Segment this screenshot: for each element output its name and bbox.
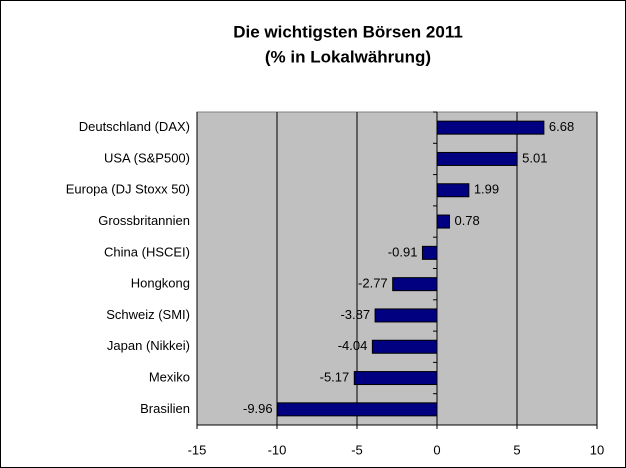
y-tick-label: Schweiz (SMI) [106, 307, 190, 322]
data-label: 0.78 [454, 213, 479, 228]
data-label: -5.17 [320, 369, 350, 384]
data-label: -4.04 [338, 338, 368, 353]
data-label: -9.96 [243, 401, 273, 416]
bar [374, 308, 438, 323]
y-tick-label: Grossbritannien [98, 213, 190, 228]
bar [436, 120, 545, 135]
bar [371, 339, 438, 354]
y-tick-label: China (HSCEI) [104, 244, 190, 259]
data-label: 1.99 [474, 182, 499, 197]
bar [277, 402, 438, 417]
data-label: -0.91 [388, 244, 418, 259]
data-label: -2.77 [358, 276, 388, 291]
x-tick-label: -15 [188, 442, 207, 457]
x-tick-label: -10 [268, 442, 287, 457]
chart-subtitle: (% in Lokalwährung) [265, 47, 431, 66]
y-tick-label: Deutschland (DAX) [79, 119, 190, 134]
y-tick-label: Hongkong [131, 276, 190, 291]
bar [436, 151, 518, 166]
data-label: -3.87 [340, 307, 370, 322]
x-tick-label: 0 [433, 442, 440, 457]
bar [421, 245, 438, 260]
bar [353, 371, 438, 386]
bar [436, 214, 450, 229]
data-label: 6.68 [549, 119, 574, 134]
data-label: 5.01 [522, 150, 547, 165]
x-tick-label: 5 [513, 442, 520, 457]
bar [436, 183, 470, 198]
y-tick-label: Europa (DJ Stoxx 50) [66, 182, 190, 197]
chart-title: Die wichtigsten Börsen 2011 [233, 22, 463, 41]
y-tick-label: USA (S&P500) [104, 150, 190, 165]
x-tick-label: -5 [351, 442, 363, 457]
bar [392, 277, 438, 292]
y-tick-label: Brasilien [140, 401, 190, 416]
y-tick-label: Japan (Nikkei) [107, 338, 190, 353]
x-tick-label: 10 [590, 442, 604, 457]
y-tick-label: Mexiko [149, 369, 190, 384]
